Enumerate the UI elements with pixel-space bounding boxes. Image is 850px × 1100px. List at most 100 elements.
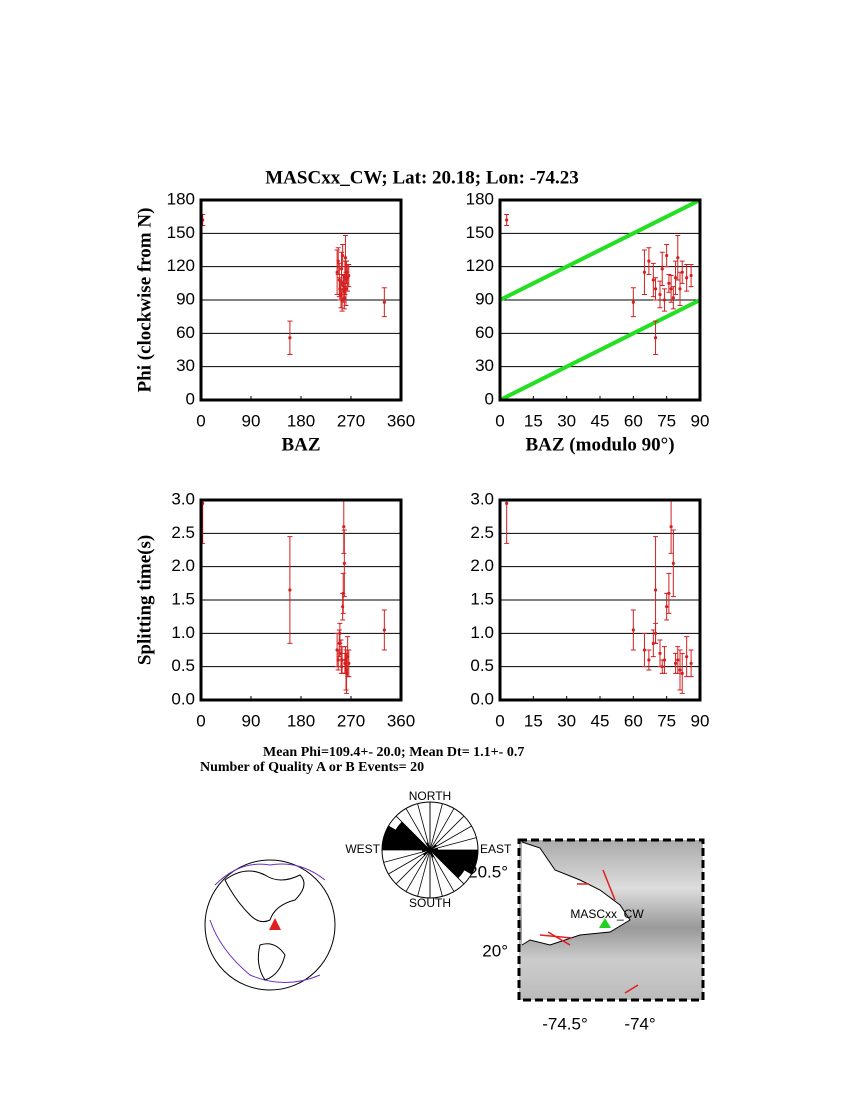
data-point <box>342 561 346 565</box>
reference-line <box>500 200 700 302</box>
data-point <box>339 267 344 271</box>
rose-label: NORTH <box>409 789 451 803</box>
y-tick-label: 120 <box>466 256 494 275</box>
x-tick-label: 15 <box>524 411 543 430</box>
y-axis-label: Phi (clockwise from N) <box>134 208 155 393</box>
data-point <box>342 296 346 300</box>
rose-wedge <box>430 847 438 850</box>
data-point <box>660 267 664 271</box>
data-point <box>339 665 344 669</box>
data-point <box>665 253 669 258</box>
rose-wedge <box>423 850 430 856</box>
data-point <box>667 591 671 595</box>
rose-wedge <box>426 842 430 850</box>
x-axis-label: BAZ <box>281 434 320 455</box>
data-point <box>680 270 684 274</box>
y-tick-label: 1.0 <box>171 623 195 642</box>
y-tick-label: 60 <box>176 323 195 342</box>
y-tick-label: 30 <box>176 356 195 375</box>
mean-text: Mean Phi=109.4+- 20.0; Mean Dt= 1.1+- 0.… <box>263 745 524 760</box>
data-point <box>665 605 669 609</box>
lon-label: -74.5° <box>542 1014 588 1033</box>
data-point <box>653 588 658 592</box>
data-point <box>631 628 635 632</box>
data-point <box>673 276 678 280</box>
x-tick-label: 180 <box>287 411 315 430</box>
title: MASCxx_CW; Lat: 20.18; Lon: -74.23 <box>265 167 579 188</box>
data-point <box>653 336 658 340</box>
y-tick-label: 1.5 <box>470 589 494 608</box>
x-tick-label: 0 <box>196 411 205 430</box>
data-point <box>505 501 509 505</box>
y-tick-label: 1.5 <box>171 589 195 608</box>
rose-wedge <box>430 850 434 858</box>
x-tick-label: 0 <box>196 711 205 730</box>
data-point <box>669 525 673 529</box>
x-tick-label: 60 <box>624 711 643 730</box>
y-tick-label: 0.5 <box>470 656 494 675</box>
y-tick-label: 60 <box>475 323 494 342</box>
y-tick-label: 2.5 <box>171 523 195 542</box>
x-tick-label: 15 <box>524 711 543 730</box>
data-point <box>685 276 689 280</box>
data-point <box>642 270 647 274</box>
data-point <box>676 256 680 260</box>
data-point <box>678 668 682 672</box>
rose-wedge <box>383 826 430 850</box>
data-point <box>642 648 647 652</box>
rose-wedge <box>382 837 430 850</box>
plot-area <box>504 500 694 694</box>
data-point <box>658 651 662 655</box>
data-point <box>660 665 664 669</box>
y-tick-label: 0 <box>186 389 195 408</box>
data-point <box>338 631 342 635</box>
y-tick-label: 30 <box>475 356 494 375</box>
x-tick-label: 75 <box>657 411 676 430</box>
plot-frame <box>199 198 403 402</box>
reference-line <box>500 298 700 400</box>
data-point <box>344 287 348 291</box>
rose-label: WEST <box>345 842 380 856</box>
rose-wedge <box>395 821 430 850</box>
x-tick-label: 90 <box>691 711 710 730</box>
y-tick-label: 0 <box>485 389 494 408</box>
y-tick-label: 3.0 <box>470 489 494 508</box>
y-axis-label: Splitting time(s) <box>134 535 155 665</box>
y-tick-label: 90 <box>176 289 195 308</box>
x-tick-label: 270 <box>337 411 365 430</box>
plot-frame <box>498 198 702 402</box>
y-tick-label: 2.0 <box>470 556 494 575</box>
y-tick-label: 0.5 <box>171 656 195 675</box>
x-tick-label: 90 <box>691 411 710 430</box>
x-axis-label: BAZ (modulo 90°) <box>525 434 674 455</box>
globe <box>204 859 336 991</box>
y-tick-label: 1.0 <box>470 623 494 642</box>
data-point <box>344 668 348 672</box>
plot-frame <box>498 498 702 702</box>
data-point <box>653 287 658 291</box>
plot-area <box>500 200 700 400</box>
x-tick-label: 90 <box>242 711 261 730</box>
lat-label: 20.5° <box>468 862 508 881</box>
plot-frame <box>199 498 403 702</box>
data-point <box>343 256 348 260</box>
data-point <box>653 631 658 635</box>
data-point <box>680 671 684 675</box>
data-point <box>347 273 351 278</box>
y-tick-label: 180 <box>167 189 195 208</box>
data-point <box>342 525 346 529</box>
lon-label: -74° <box>624 1014 655 1033</box>
data-point <box>685 655 689 659</box>
y-tick-label: 3.0 <box>171 489 195 508</box>
data-point <box>382 628 386 632</box>
data-point <box>288 336 292 340</box>
y-tick-label: 2.0 <box>171 556 195 575</box>
data-point <box>662 298 667 302</box>
data-point <box>647 658 651 662</box>
data-point <box>671 561 675 565</box>
x-tick-label: 0 <box>495 711 504 730</box>
data-point <box>658 292 662 297</box>
rose-wedge <box>430 844 437 850</box>
y-tick-label: 0.0 <box>470 689 494 708</box>
